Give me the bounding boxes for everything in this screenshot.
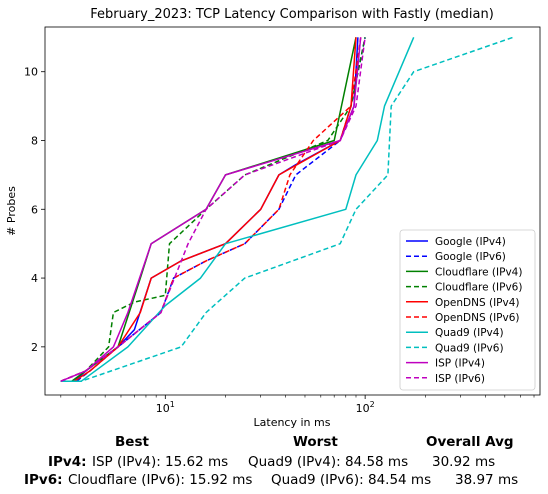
chart: February_2023: TCP Latency Comparison wi… [5, 7, 541, 429]
legend-label-6: Quad9 (IPv4) [435, 327, 504, 339]
plot-frame [44, 26, 541, 396]
legend-label-9: ISP (IPv6) [435, 373, 485, 385]
summary-row-ipv4-avg: 30.92 ms [432, 454, 496, 470]
ticks-layer: 101 102 2 4 6 8 10 [24, 66, 535, 415]
series-line-3 [60, 37, 366, 382]
legend-label-2: Cloudflare (IPv4) [435, 266, 522, 278]
series-line-6 [60, 37, 415, 382]
x-tick-label-0: 101 [156, 400, 175, 415]
summary-row-ipv6-worst: Quad9 (IPv6): 84.54 ms [271, 472, 432, 488]
legend-label-3: Cloudflare (IPv6) [435, 282, 522, 294]
series-line-5 [60, 37, 362, 382]
y-axis-label: # Probes [5, 186, 18, 236]
summary-header-worst: Worst [293, 434, 338, 450]
legend-label-8: ISP (IPv4) [435, 358, 485, 370]
summary-row-ipv4-best: ISP (IPv4): 15.62 ms [92, 454, 229, 470]
legend-box [399, 229, 536, 391]
summary-row-ipv6-label: IPv6: [24, 472, 63, 488]
legend-label-1: Google (IPv6) [435, 251, 506, 263]
series-line-1 [60, 37, 366, 382]
legend-label-7: Quad9 (IPv6) [435, 342, 504, 354]
summary-row-ipv6-avg: 38.97 ms [455, 472, 519, 488]
row-label: IPv4: [48, 454, 87, 470]
summary-header-avg: Overall Avg [426, 434, 514, 450]
series-line-0 [60, 37, 359, 382]
y-tick-label-1: 4 [31, 272, 38, 285]
row-label: IPv6: [24, 472, 63, 488]
chart-title: February_2023: TCP Latency Comparison wi… [90, 7, 494, 22]
series-line-9 [60, 37, 366, 382]
series-line-8 [60, 37, 362, 382]
summary-row-ipv6-best: Cloudflare (IPv6): 15.92 ms [68, 472, 253, 488]
series-line-7 [60, 36, 514, 382]
legend-label-0: Google (IPv4) [435, 236, 506, 248]
series-line-4 [60, 37, 357, 382]
y-tick-label-0: 2 [31, 341, 38, 354]
x-axis-label: Latency in ms [254, 416, 331, 429]
summary-header-best: Best [115, 434, 149, 450]
legend-label-4: OpenDNS (IPv4) [435, 297, 520, 309]
series-layer [60, 36, 514, 382]
summary-row-ipv4-worst: Quad9 (IPv4): 84.58 ms [248, 454, 409, 470]
y-tick-label-3: 8 [31, 134, 38, 147]
y-tick-label-2: 6 [31, 203, 38, 216]
legend-label-5: OpenDNS (IPv6) [435, 312, 520, 324]
y-tick-label-4: 10 [24, 66, 38, 79]
series-line-2 [60, 37, 357, 382]
legend: Google (IPv4) Google (IPv6) Cloudflare (IP… [399, 229, 536, 391]
summary-row-ipv4-label: IPv4: [48, 454, 87, 470]
x-tick-label-1: 102 [356, 400, 375, 415]
